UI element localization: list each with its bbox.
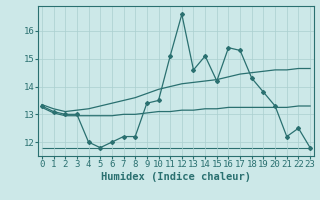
X-axis label: Humidex (Indice chaleur): Humidex (Indice chaleur) (101, 172, 251, 182)
